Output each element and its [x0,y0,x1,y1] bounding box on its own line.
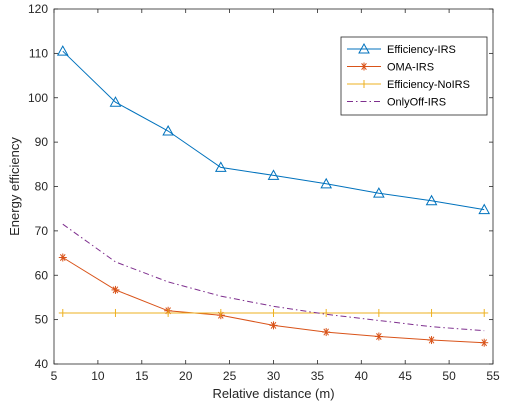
data-point-efficiency-irs [425,194,438,206]
data-point-efficiency-noirs [216,308,225,317]
data-point-efficiency-noirs [111,308,120,317]
data-point-oma-irs [269,321,278,330]
x-tick-label: 35 [311,369,325,383]
y-tick-label: 90 [35,135,49,149]
x-tick-label: 20 [179,369,193,383]
series-efficiency-irs [56,45,491,215]
y-tick-label: 100 [28,91,48,105]
series-onlyoff-irs [62,223,485,332]
y-tick-label: 70 [35,224,49,238]
y-tick-label: 120 [28,2,48,16]
legend-entry-efficiency-irs: Efficiency-IRS [347,42,456,56]
x-tick-label: 15 [135,369,149,383]
legend-entry-onlyoff-irs: OnlyOff-IRS [347,97,446,109]
x-tick-label: 55 [486,369,500,383]
data-point-efficiency-irs [56,45,69,56]
series-line-efficiency-irs [62,50,485,211]
data-point-efficiency-irs [320,177,333,189]
y-tick-label: 110 [29,46,48,60]
y-axis-label: Energy efficiency [7,137,22,236]
x-tick-label: 25 [223,369,237,383]
axes-layer: 5 10 15 20 25 30 35 40 45 50 55 40 50 60 70 80 90 100 110 1… [28,2,500,383]
data-point-efficiency-noirs [58,308,67,317]
data-point-efficiency-noirs [269,308,278,317]
legend-label-oma-irs: OMA-IRS [387,62,434,74]
legend-label-efficiency-irs: Efficiency-IRS [387,44,456,56]
x-tick-label: 45 [399,369,413,383]
legend-label-efficiency-noirs: Efficiency-NoIRS [387,79,470,91]
series-oma-irs [58,253,489,347]
data-point-efficiency-noirs [322,308,331,317]
x-tick-label: 10 [91,369,105,383]
series-efficiency-noirs [58,308,489,317]
y-tick-label: 40 [35,357,49,371]
legend-marker-efficiency-noirs [360,80,368,88]
legend-marker-efficiency-irs [358,42,370,54]
data-point-efficiency-noirs [427,308,436,317]
data-point-oma-irs [58,253,67,262]
data-point-oma-irs [322,328,331,337]
x-axis-label: Relative distance (m) [212,386,334,401]
y-tick-label: 60 [35,268,49,282]
data-point-efficiency-irs [109,96,122,107]
x-tick-label: 30 [267,369,281,383]
data-point-efficiency-irs [478,203,491,215]
legend-marker-oma-irs [360,62,368,71]
data-point-efficiency-irs [162,125,174,136]
x-tick-label: 5 [51,369,58,383]
data-point-oma-irs [111,285,120,294]
x-tick-label: 50 [442,369,456,383]
data-point-efficiency-noirs [164,308,173,317]
data-point-oma-irs [374,332,383,341]
data-point-efficiency-irs [267,169,280,180]
legend-label-onlyoff-irs: OnlyOff-IRS [387,97,446,109]
data-point-oma-irs [427,336,436,345]
data-point-oma-irs [480,338,489,347]
series-line-onlyoff-irs [62,223,485,332]
x-tick-label: 40 [355,369,369,383]
data-point-efficiency-noirs [480,308,489,317]
data-point-efficiency-irs [214,161,227,172]
series-layer [56,45,491,347]
legend-entry-efficiency-noirs: Efficiency-NoIRS [347,79,470,91]
legend-entry-oma-irs: OMA-IRS [347,62,434,74]
y-tick-label: 80 [35,180,49,194]
legend: Efficiency-IRS OMA-IRS Efficiency-NoIRS Onl… [340,36,488,116]
data-point-efficiency-noirs [374,308,383,317]
data-point-efficiency-irs [373,187,385,198]
y-tick-label: 50 [35,313,49,327]
